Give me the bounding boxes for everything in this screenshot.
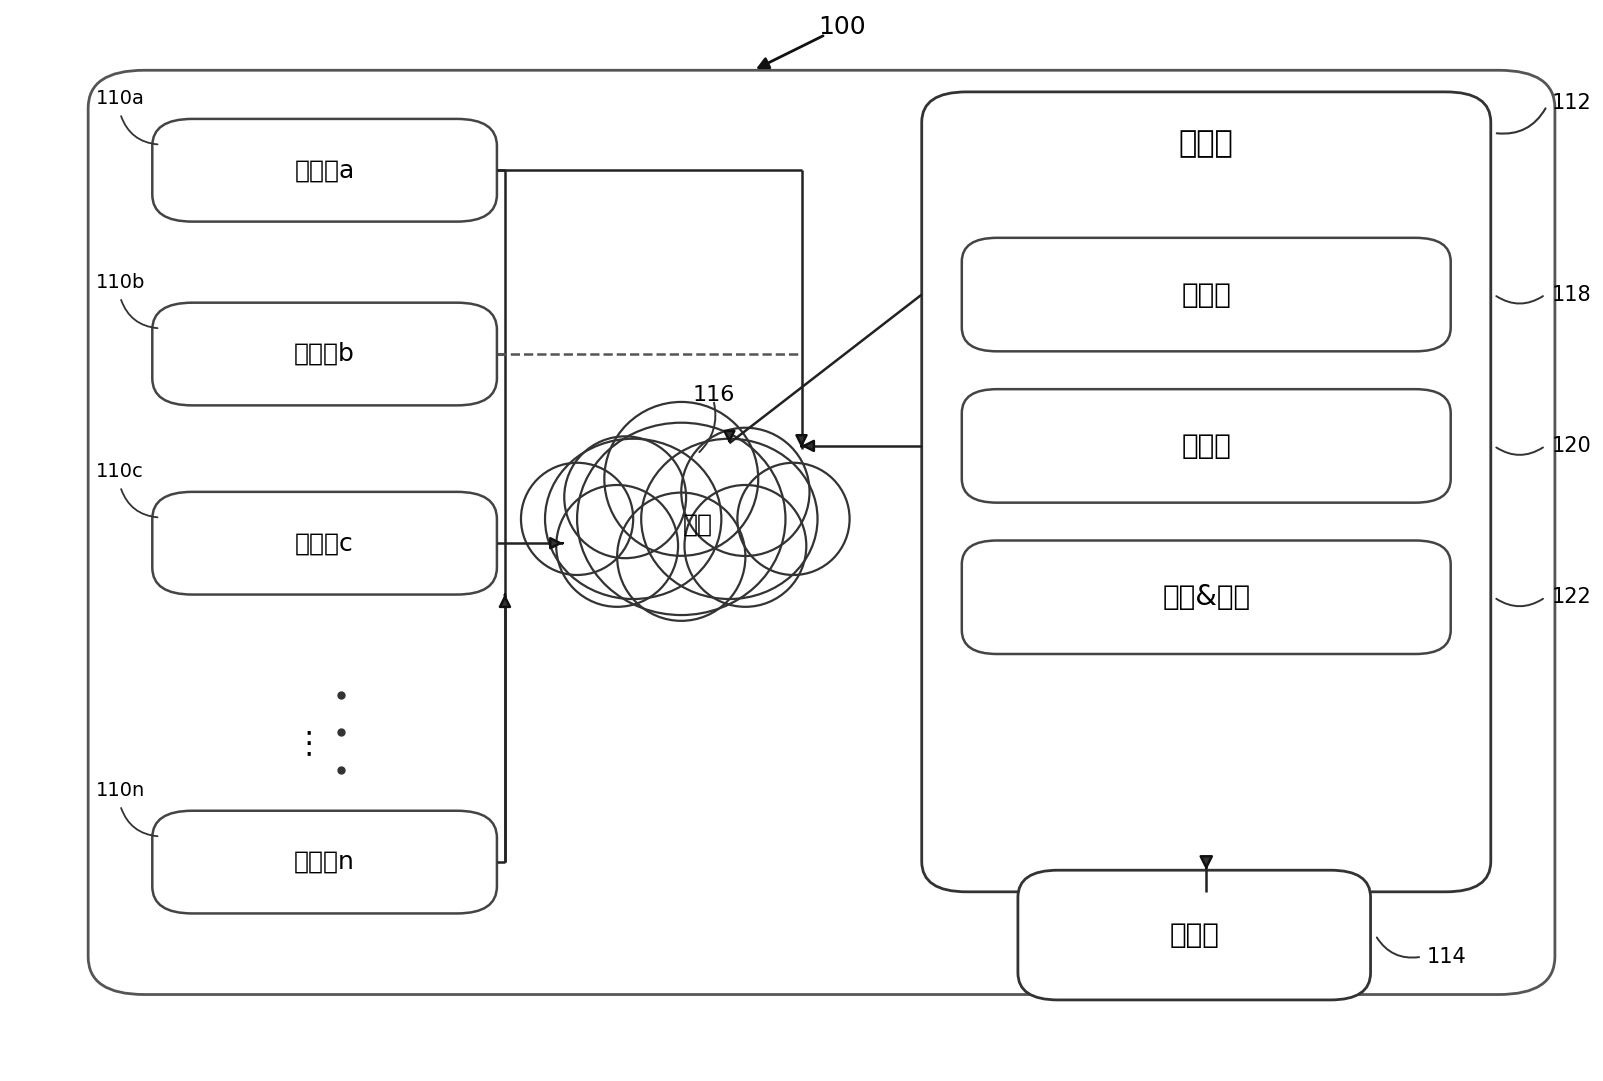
FancyBboxPatch shape xyxy=(152,492,497,595)
Text: 116: 116 xyxy=(692,385,734,404)
Text: 分析仪b: 分析仪b xyxy=(295,342,354,366)
Ellipse shape xyxy=(577,423,785,615)
Text: 处理器: 处理器 xyxy=(1181,281,1231,308)
Ellipse shape xyxy=(545,439,721,599)
Text: 110b: 110b xyxy=(96,272,146,292)
FancyBboxPatch shape xyxy=(152,303,497,405)
Text: 110n: 110n xyxy=(96,780,146,800)
Ellipse shape xyxy=(556,485,678,606)
Text: 118: 118 xyxy=(1552,284,1592,305)
Text: 分析仪c: 分析仪c xyxy=(295,531,354,556)
Text: ⋮: ⋮ xyxy=(293,729,324,758)
Text: 逻辑&控制: 逻辑&控制 xyxy=(1162,584,1250,611)
FancyBboxPatch shape xyxy=(1018,870,1371,1000)
Text: 100: 100 xyxy=(818,15,866,39)
Text: 110c: 110c xyxy=(96,462,144,481)
Text: 122: 122 xyxy=(1552,587,1592,608)
Text: 处理器: 处理器 xyxy=(1181,432,1231,459)
Text: 112: 112 xyxy=(1552,93,1592,112)
Text: 分析仪a: 分析仪a xyxy=(295,158,354,183)
FancyBboxPatch shape xyxy=(152,119,497,222)
Text: 120: 120 xyxy=(1552,436,1592,456)
Ellipse shape xyxy=(604,402,758,556)
Ellipse shape xyxy=(521,463,633,575)
FancyBboxPatch shape xyxy=(962,540,1451,654)
Text: 数据库: 数据库 xyxy=(1169,921,1220,949)
Ellipse shape xyxy=(684,485,806,606)
Text: 分析仪n: 分析仪n xyxy=(295,850,354,875)
FancyBboxPatch shape xyxy=(922,92,1491,892)
Ellipse shape xyxy=(681,428,810,556)
Ellipse shape xyxy=(737,463,850,575)
Ellipse shape xyxy=(641,439,818,599)
Text: 网络: 网络 xyxy=(683,512,712,536)
Text: 110a: 110a xyxy=(96,89,144,108)
Text: 114: 114 xyxy=(1427,947,1467,966)
Ellipse shape xyxy=(617,493,745,620)
FancyBboxPatch shape xyxy=(962,238,1451,351)
FancyBboxPatch shape xyxy=(88,70,1555,995)
FancyBboxPatch shape xyxy=(962,389,1451,503)
Text: 服务器: 服务器 xyxy=(1178,130,1234,158)
Ellipse shape xyxy=(564,437,686,558)
FancyBboxPatch shape xyxy=(152,811,497,913)
